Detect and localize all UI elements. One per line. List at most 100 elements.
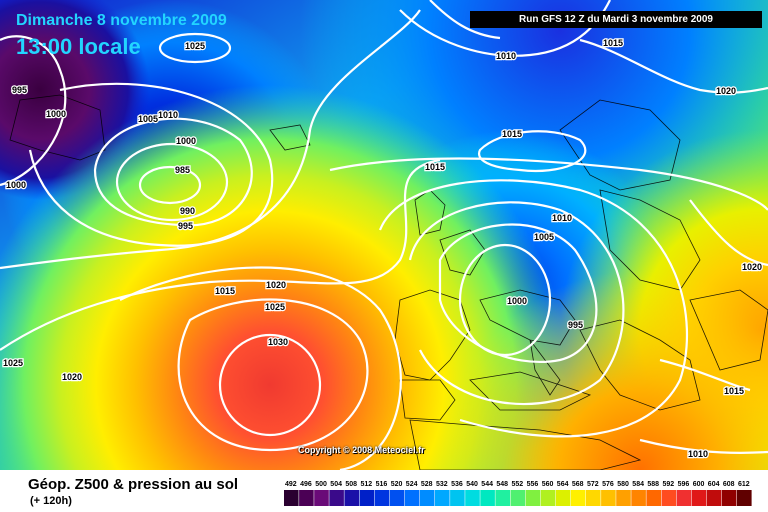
scale-swatch <box>314 490 329 506</box>
scale-tick-label: 500 <box>315 481 327 488</box>
scale-tick-label: 560 <box>542 481 554 488</box>
isobar-label: 1030 <box>268 337 288 347</box>
scale-swatch <box>480 490 495 506</box>
scale-swatch <box>540 490 556 506</box>
isobar-label: 1010 <box>496 51 516 61</box>
scale-swatch <box>374 490 390 506</box>
scale-tick-label: 552 <box>512 481 524 488</box>
isobar-label: 1010 <box>688 449 708 459</box>
scale-tick-label: 576 <box>602 481 614 488</box>
scale-tick-label: 540 <box>466 481 478 488</box>
scale-swatch <box>601 490 616 506</box>
scale-tick-label: 532 <box>436 481 448 488</box>
scale-tick-label: 516 <box>376 481 388 488</box>
scale-tick-label: 496 <box>300 481 312 488</box>
scale-swatch <box>661 490 677 506</box>
isobar-label: 1000 <box>176 136 196 146</box>
scale-tick-label: 548 <box>496 481 508 488</box>
isobar-label: 1000 <box>46 109 66 119</box>
scale-swatch <box>676 490 692 506</box>
isobar-label: 990 <box>180 206 195 216</box>
scale-tick-label: 592 <box>663 481 675 488</box>
isobars <box>0 0 768 470</box>
scale-swatch <box>465 490 480 506</box>
scale-tick-label: 608 <box>723 481 735 488</box>
isobar-label: 1025 <box>185 41 205 51</box>
scale-swatch <box>344 490 359 506</box>
legend-subtitle: (+ 120h) <box>30 495 72 507</box>
scale-swatch <box>631 490 646 506</box>
scale-tick-label: 556 <box>527 481 539 488</box>
scale-tick-label: 512 <box>361 481 373 488</box>
scale-swatch <box>616 490 631 506</box>
scale-swatch <box>359 490 375 506</box>
weather-map: 1025 995 1000 1010 1005 1000 985 990 995… <box>0 0 768 470</box>
scale-swatch <box>419 490 435 506</box>
isobar-label: 1015 <box>425 162 445 172</box>
isobar-label: 1005 <box>138 114 158 124</box>
isobar-label: 1020 <box>62 372 82 382</box>
scale-swatch <box>706 490 722 506</box>
scale-swatch <box>450 490 465 506</box>
scale-swatch <box>555 490 571 506</box>
color-scale: 492 496 500 504 508 512 516 520 524 528 532 536 540 5… <box>284 481 752 506</box>
southeast-warm-field <box>0 0 768 470</box>
scale-tick-label: 492 <box>285 481 297 488</box>
isobar-label: 995 <box>12 85 27 95</box>
scale-tick-label: 604 <box>708 481 720 488</box>
copyright-text: Copyright © 2008 Meteociel.fr <box>298 445 425 455</box>
model-run-label: Run GFS 12 Z du Mardi 3 novembre 2009 <box>470 11 762 28</box>
scale-tick-label: 564 <box>557 481 569 488</box>
isobar-label: 1020 <box>742 262 762 272</box>
scale-swatch <box>646 490 661 506</box>
scale-swatch <box>721 490 737 506</box>
scale-swatch <box>510 490 526 506</box>
scale-swatch <box>299 490 314 506</box>
forecast-time: 13:00 locale <box>16 34 141 59</box>
scale-tick-label: 612 <box>738 481 750 488</box>
scale-swatch <box>586 490 601 506</box>
scale-swatch <box>691 490 707 506</box>
scale-swatch <box>495 490 510 506</box>
isobar-label: 995 <box>178 221 193 231</box>
scale-tick-label: 504 <box>330 481 342 488</box>
isobar-label: 985 <box>175 165 190 175</box>
isobar-label: 1015 <box>215 286 235 296</box>
scale-swatch <box>435 490 450 506</box>
scale-swatch <box>404 490 420 506</box>
scale-tick-label: 524 <box>406 481 418 488</box>
forecast-date: Dimanche 8 novembre 2009 <box>16 12 227 29</box>
scale-swatch <box>284 490 299 506</box>
scale-swatch <box>570 490 586 506</box>
scale-tick-label: 528 <box>421 481 433 488</box>
legend-title: Géop. Z500 & pression au sol <box>28 476 239 493</box>
isobar-label: 1015 <box>603 38 623 48</box>
isobar-label: 1010 <box>552 213 572 223</box>
scale-tick-label: 572 <box>587 481 599 488</box>
isobar-label: 1020 <box>716 86 736 96</box>
scale-swatch <box>329 490 344 506</box>
scale-tick-label: 544 <box>481 481 493 488</box>
isobar-label: 995 <box>568 320 583 330</box>
isobar-label: 1015 <box>502 129 522 139</box>
scale-tick-label: 508 <box>345 481 357 488</box>
isobar-label: 1025 <box>3 358 23 368</box>
isobar-label: 1000 <box>6 180 26 190</box>
scale-swatch <box>525 490 541 506</box>
scale-swatch <box>389 490 405 506</box>
isobar-label: 1010 <box>158 110 178 120</box>
scale-tick-label: 588 <box>647 481 659 488</box>
isobar-label: 1005 <box>534 232 554 242</box>
scale-swatch <box>737 490 752 506</box>
isobar-label: 1000 <box>507 296 527 306</box>
isobar-label: 1025 <box>265 302 285 312</box>
isobar-label: 1020 <box>266 280 286 290</box>
scale-tick-label: 536 <box>451 481 463 488</box>
scale-tick-label: 596 <box>678 481 690 488</box>
scale-tick-label: 568 <box>572 481 584 488</box>
scale-tick-label: 584 <box>632 481 644 488</box>
isobar-labels: 1025 995 1000 1010 1005 1000 985 990 995… <box>2 37 764 461</box>
isobar-label: 1015 <box>724 386 744 396</box>
scale-tick-label: 580 <box>617 481 629 488</box>
scale-tick-label: 600 <box>693 481 705 488</box>
